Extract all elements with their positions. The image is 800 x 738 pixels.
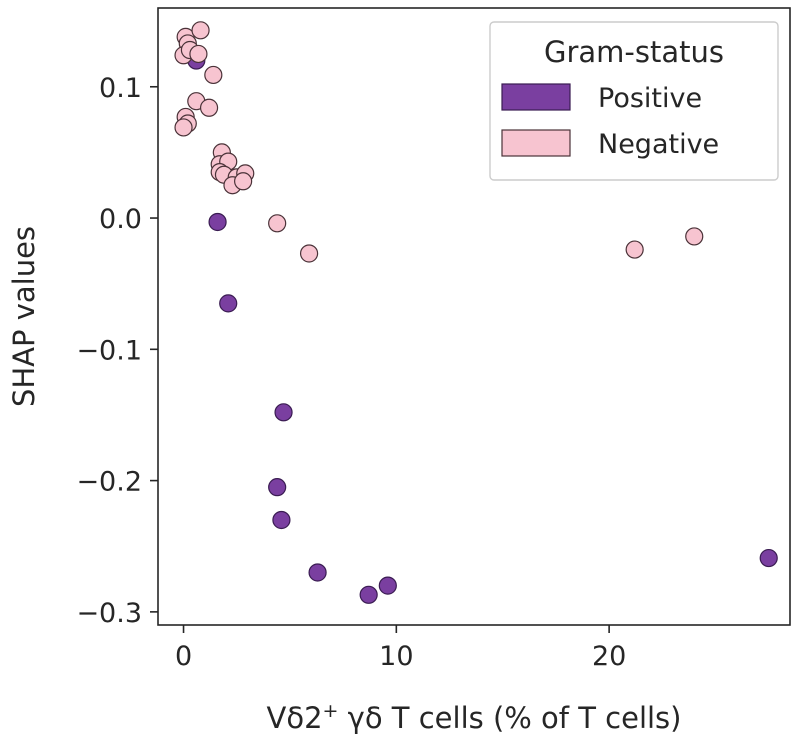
- x-axis-label-base: Vδ2: [267, 701, 323, 735]
- data-point-negative: [268, 214, 287, 233]
- data-points: [174, 21, 778, 604]
- x-axis-label: Vδ2+ γδ T cells (% of T cells): [267, 700, 682, 735]
- data-point-positive: [208, 212, 227, 232]
- data-point-negative: [299, 244, 319, 263]
- data-point-negative: [204, 65, 223, 85]
- x-axis-label-rest: γδ T cells (% of T cells): [338, 701, 681, 735]
- data-point-positive: [268, 478, 287, 497]
- data-point-positive: [219, 294, 238, 313]
- legend-swatch-positive: [501, 83, 571, 111]
- data-point-positive: [378, 576, 397, 595]
- data-point-negative: [174, 118, 193, 137]
- y-tick-label: −0.1: [76, 335, 142, 366]
- x-tick-label: 0: [175, 641, 192, 672]
- data-point-positive: [308, 563, 327, 582]
- legend-swatch-negative: [501, 129, 571, 157]
- y-tick-label: −0.2: [76, 467, 142, 498]
- legend-entries: Positive Negative: [501, 83, 719, 160]
- legend-label-positive: Positive: [598, 83, 702, 114]
- data-point-positive: [272, 510, 291, 530]
- series-positive: [187, 51, 778, 604]
- data-point-negative: [234, 172, 253, 191]
- x-tick-label: 20: [592, 641, 626, 672]
- legend: Gram-status Positive Negative: [489, 21, 779, 181]
- data-point-negative: [625, 240, 644, 259]
- y-tick-label: 0.1: [99, 73, 142, 104]
- y-axis-label: SHAP values: [7, 226, 41, 407]
- x-axis-label-superscript: +: [323, 700, 339, 722]
- axis-ticks: 0 10 20 0.1 0.0 −0.1 −0.2 −0.3: [76, 73, 626, 672]
- data-point-negative: [191, 21, 210, 40]
- legend-title: Gram-status: [544, 35, 724, 69]
- y-tick-label: −0.3: [76, 598, 142, 629]
- plot-area-frame: [157, 7, 791, 626]
- legend-label-negative: Negative: [598, 129, 719, 160]
- data-point-positive: [759, 548, 778, 568]
- data-point-positive: [359, 585, 378, 604]
- x-tick-label: 10: [379, 641, 413, 672]
- series-negative: [174, 21, 704, 263]
- data-point-negative: [189, 44, 208, 64]
- data-point-negative: [199, 98, 219, 117]
- data-point-negative: [685, 227, 704, 246]
- y-tick-label: 0.0: [99, 204, 142, 235]
- data-point-positive: [274, 403, 293, 422]
